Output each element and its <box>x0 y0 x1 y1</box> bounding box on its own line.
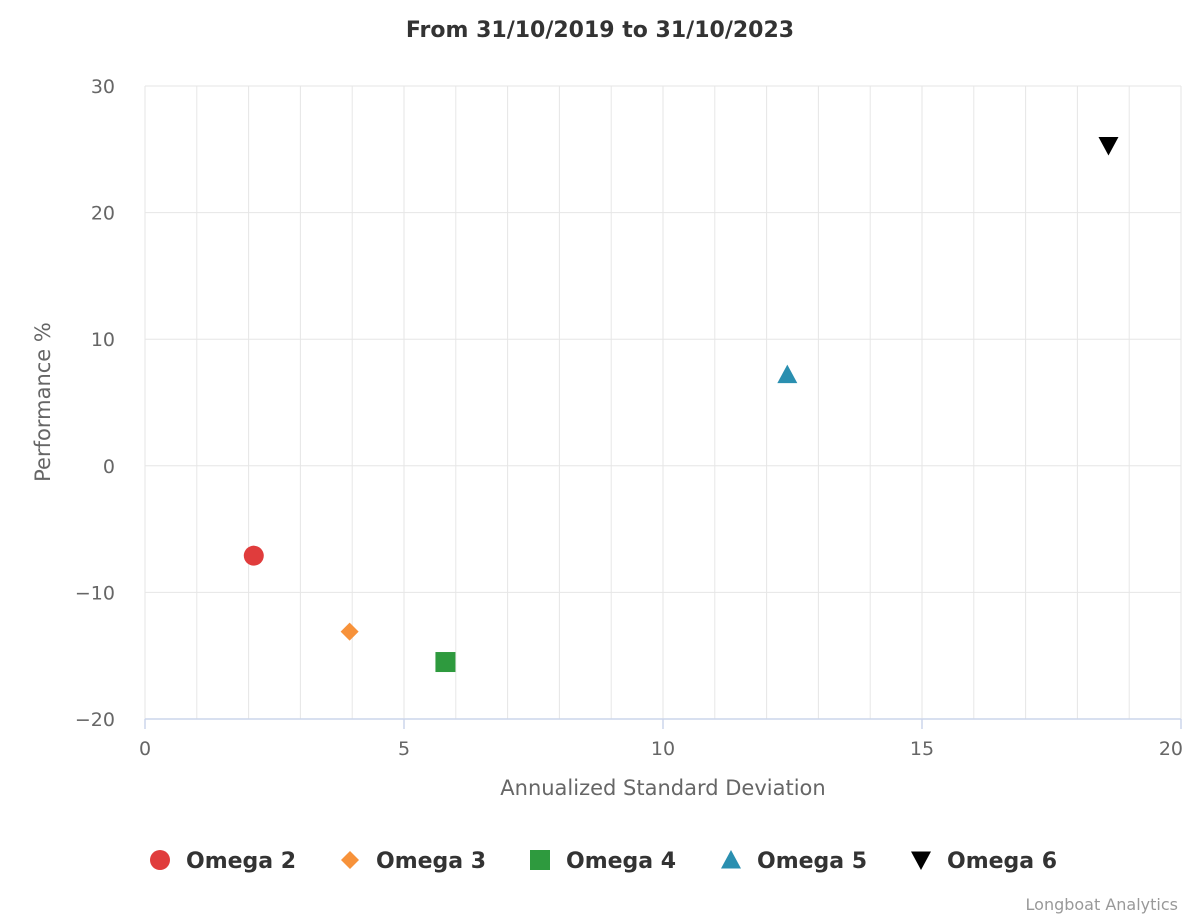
y-tick-label: 0 <box>103 456 115 478</box>
legend-marker[interactable] <box>341 851 359 869</box>
grid-lines <box>144 85 1182 720</box>
legend: Omega 2 Omega 3 Omega 4 Omega 5 Omega 6 <box>150 849 1057 874</box>
axes <box>144 718 1182 729</box>
legend-label: Omega 3 <box>376 849 486 874</box>
x-tick-label: 5 <box>398 738 410 760</box>
x-tick-label: 20 <box>1159 738 1183 760</box>
legend-label: Omega 2 <box>186 849 296 874</box>
data-point[interactable] <box>1098 137 1119 156</box>
legend-marker[interactable] <box>150 850 170 870</box>
y-tick-label: −10 <box>75 582 115 604</box>
data-point[interactable] <box>340 622 359 641</box>
x-axis-title: Annualized Standard Deviation <box>500 776 825 800</box>
legend-label: Omega 4 <box>566 849 676 874</box>
legend-marker[interactable] <box>530 850 550 870</box>
data-point[interactable] <box>435 652 456 673</box>
chart-title: From 31/10/2019 to 31/10/2023 <box>406 18 794 43</box>
x-tick-label: 10 <box>651 738 675 760</box>
data-point[interactable] <box>777 364 798 384</box>
legend-item[interactable]: Omega 3 <box>341 849 486 874</box>
legend-marker[interactable] <box>911 851 931 871</box>
x-tick-label: 0 <box>139 738 151 760</box>
legend-item[interactable]: Omega 4 <box>530 849 676 874</box>
data-points <box>243 137 1119 673</box>
legend-label: Omega 6 <box>947 849 1057 874</box>
legend-label: Omega 5 <box>757 849 867 874</box>
y-tick-label: 10 <box>91 329 115 351</box>
tick-labels: −20 −10 0 10 20 30 0 5 10 15 20 <box>75 76 1183 760</box>
data-point[interactable] <box>243 545 264 566</box>
y-tick-label: 20 <box>91 203 115 225</box>
legend-item[interactable]: Omega 6 <box>911 849 1057 874</box>
legend-item[interactable]: Omega 2 <box>150 849 296 874</box>
y-tick-label: −20 <box>75 709 115 731</box>
legend-marker[interactable] <box>721 850 741 869</box>
credits[interactable]: Longboat Analytics <box>1026 895 1178 914</box>
x-tick-label: 15 <box>910 738 934 760</box>
y-tick-label: 30 <box>91 76 115 98</box>
y-axis-title: Performance % <box>31 322 55 482</box>
legend-item[interactable]: Omega 5 <box>721 849 867 874</box>
